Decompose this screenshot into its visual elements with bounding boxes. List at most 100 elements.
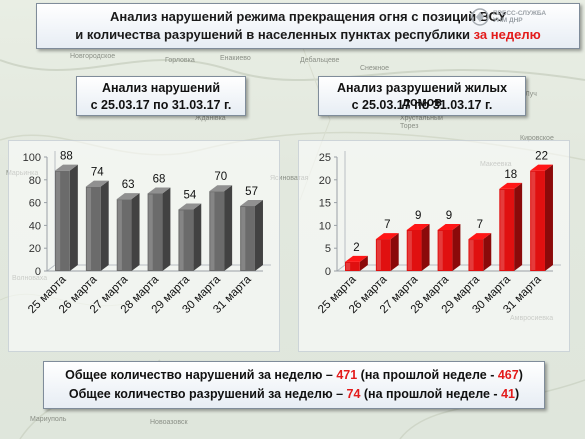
bar	[468, 233, 492, 271]
bar-value-label: 70	[214, 171, 227, 183]
bar-highlight	[241, 207, 246, 270]
left-chart-title: Анализ нарушений	[101, 81, 221, 95]
bar-top	[85, 180, 109, 187]
bar-highlight	[469, 240, 474, 270]
bar	[406, 223, 430, 271]
violations-chart-panel: 0 20 40 60 80 100 88 25 марта 74 26 марта 63 27 мар…	[8, 140, 280, 352]
bar-value-label: 22	[535, 151, 548, 163]
y-tick-label: 0	[325, 266, 331, 278]
bar-value-label: 2	[353, 242, 359, 254]
bar-front	[55, 170, 70, 271]
destructions-total: 74	[346, 387, 361, 401]
bar-front	[468, 239, 484, 271]
map-place-label: Новгородское	[70, 53, 115, 60]
bar	[178, 203, 202, 271]
bar-highlight	[148, 194, 153, 270]
bar-side	[514, 182, 523, 271]
bar-highlight	[179, 210, 184, 270]
map-place-label: Торез	[400, 123, 418, 130]
right-chart-period: с 25.03.17 по 31.03.17 г.	[351, 98, 493, 112]
bar-side	[100, 180, 109, 271]
map-place-label: Ясиноватая	[270, 175, 309, 182]
destructions-summary: Общее количество разрушений за неделю – …	[44, 387, 544, 401]
bar-value-label: 9	[415, 210, 421, 222]
bar-top	[240, 200, 263, 207]
header-banner: Анализ нарушений режима прекращения огня…	[36, 3, 580, 49]
y-tick-label: 80	[29, 175, 41, 187]
map-place-label: Жданівка	[195, 114, 226, 122]
destructions-close-paren: )	[514, 387, 520, 401]
bar-front	[116, 199, 132, 271]
bar-top	[209, 185, 233, 192]
right-chart-title: Анализ разрушений жилых домов	[336, 81, 508, 109]
y-tick-label: 0	[35, 266, 41, 278]
left-chart-period: с 25.03.17 по 31.03.17 г.	[90, 98, 232, 112]
violations-summary-text: Общее количество нарушений за неделю –	[65, 368, 337, 382]
bar-side	[162, 187, 171, 271]
bar-value-label: 63	[122, 179, 135, 191]
bar-front	[178, 209, 194, 271]
bar-value-label: 7	[477, 219, 483, 231]
map-place-label: Енакиево	[220, 55, 251, 62]
bar-side	[193, 203, 202, 271]
bar-top	[468, 233, 492, 240]
violations-prev-text: (на прошлой неделе -	[357, 368, 498, 382]
page-title-highlight: за неделю	[473, 27, 541, 42]
bar-highlight	[500, 189, 505, 270]
y-tick-label: 100	[23, 152, 41, 164]
bar-value-label: 74	[91, 167, 104, 179]
y-tick-label: 20	[319, 175, 331, 187]
bar	[345, 255, 368, 271]
bar-side	[483, 233, 492, 271]
bar	[147, 187, 171, 271]
bar-highlight	[376, 240, 382, 270]
left-chart-title-box: Анализ нарушений с 25.03.17 по 31.03.17 …	[76, 76, 246, 116]
destructions-summary-text: Общее количество разрушений за неделю –	[68, 387, 347, 401]
bar-value-label: 54	[183, 189, 196, 201]
y-tick-label: 40	[29, 220, 41, 232]
destructions-prev-text: (на прошлой неделе -	[360, 387, 502, 401]
bar	[209, 185, 233, 271]
violations-close-paren: )	[518, 368, 523, 382]
bar-highlight	[438, 230, 443, 270]
map-place-label: Мариуполь	[30, 416, 67, 423]
destructions-chart-panel: 0 5 10 15 20 25 2 25 марта 7 26 марта 9 27 марта 9 28…	[298, 140, 570, 352]
bar	[437, 223, 461, 271]
bar-top	[499, 182, 523, 189]
bar	[85, 180, 109, 271]
bar-side	[544, 164, 553, 271]
bar-front	[437, 229, 453, 271]
press-service-logo: ПРЕСС-СЛУЖБА УНМ ДНР	[471, 8, 571, 26]
bar-front	[499, 188, 515, 271]
bar-front	[530, 170, 545, 271]
bar-side	[452, 223, 461, 271]
destructions-prev-total: 41	[501, 387, 515, 401]
bar-top	[55, 164, 78, 171]
bar-highlight	[56, 171, 61, 270]
bar-side	[390, 233, 399, 271]
violations-summary: Общее количество нарушений за неделю – 4…	[44, 368, 544, 382]
page-title-line2: и количества разрушений в населенных пун…	[37, 27, 579, 42]
page-title-line1: Анализ нарушений режима прекращения огня…	[110, 9, 506, 24]
map-place-label: Снежное	[360, 65, 389, 72]
bar	[499, 182, 523, 271]
y-tick-label: 20	[29, 243, 41, 255]
y-tick-label: 25	[319, 152, 331, 164]
bar-side	[69, 164, 78, 271]
bar-top	[345, 255, 368, 262]
bar-highlight	[407, 230, 412, 270]
map-place-label: Новоазовск	[150, 419, 188, 426]
bar-highlight	[531, 171, 536, 270]
bar-top	[406, 223, 430, 230]
bar-top	[147, 187, 171, 194]
bar-front	[345, 261, 360, 271]
bar-front	[240, 206, 255, 271]
y-tick-label: 10	[319, 220, 331, 232]
map-place-label: Горловка	[165, 57, 195, 64]
bar-side	[421, 223, 430, 271]
bar	[55, 164, 78, 271]
bar-highlight	[86, 187, 92, 270]
bar-top	[375, 233, 399, 240]
